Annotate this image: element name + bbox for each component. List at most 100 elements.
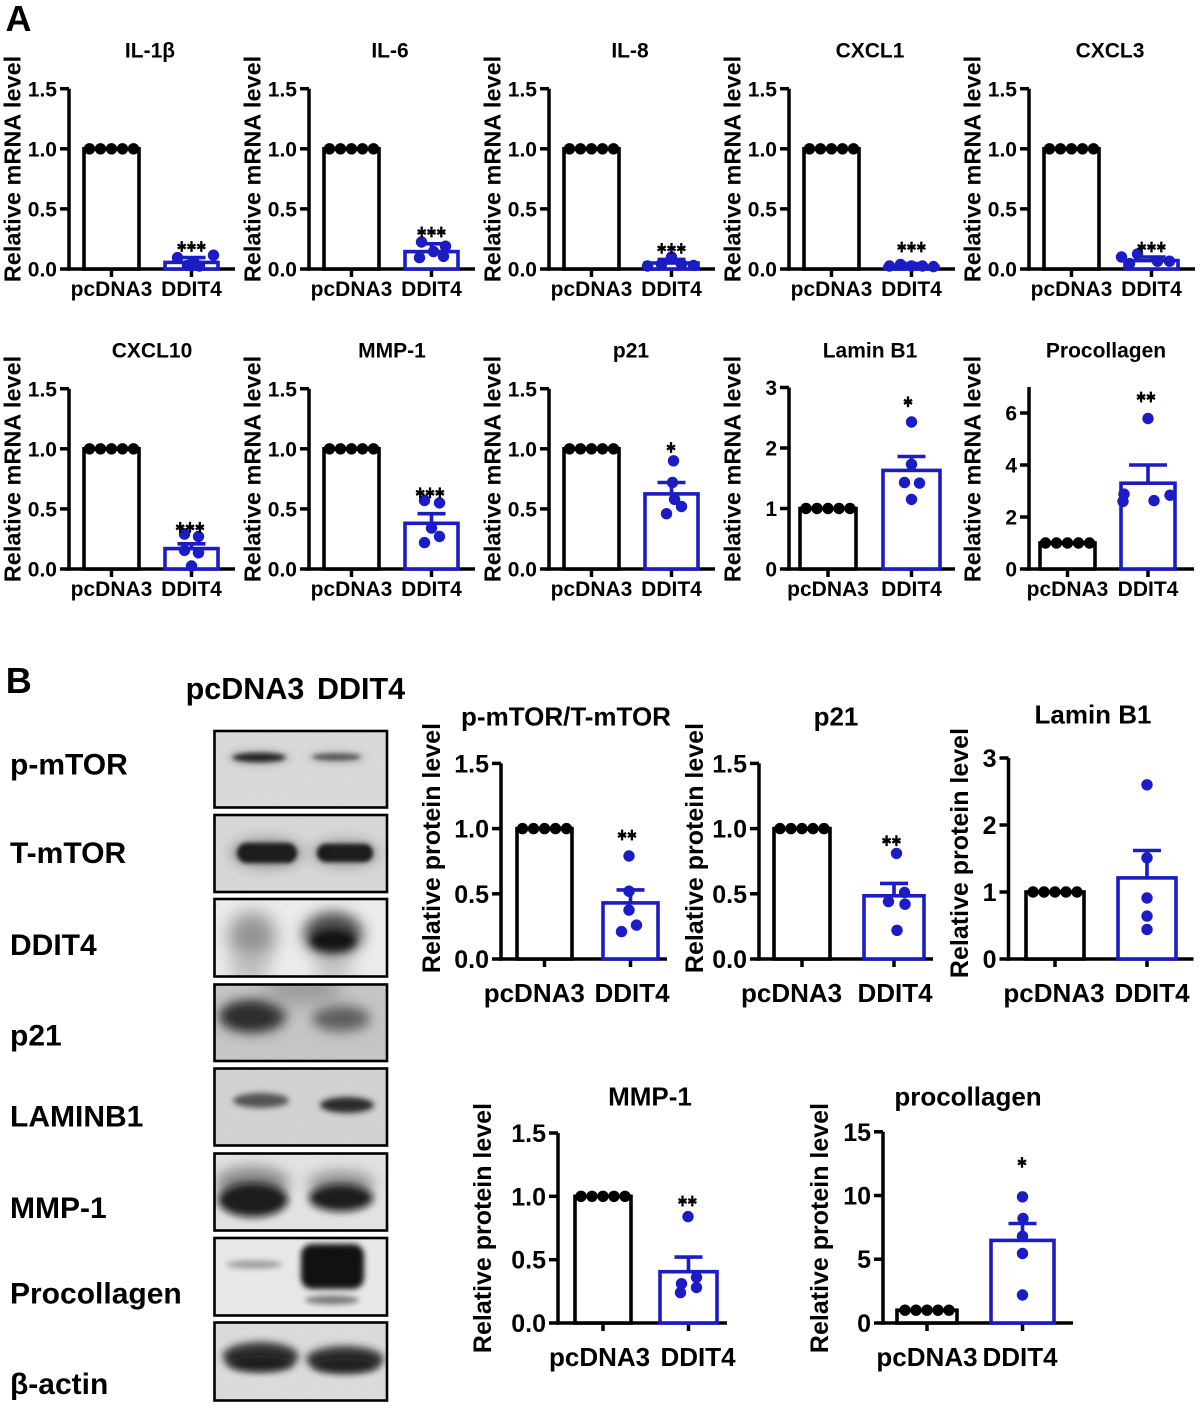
svg-text:pcDNA3: pcDNA3 [1003,978,1104,1008]
svg-text:Relative protein level: Relative protein level [418,723,446,973]
svg-text:0.0: 0.0 [28,559,57,582]
svg-text:Procollagen: Procollagen [1046,340,1166,363]
svg-text:0.0: 0.0 [712,946,747,974]
svg-text:0: 0 [983,946,997,974]
svg-text:1.5: 1.5 [454,750,489,778]
svg-text:0.0: 0.0 [454,946,489,974]
svg-text:Lamin B1: Lamin B1 [1034,699,1151,729]
svg-text:IL-1β: IL-1β [125,40,175,63]
svg-text:Relative protein level: Relative protein level [946,728,974,978]
svg-text:1.5: 1.5 [268,78,298,101]
svg-text:0.5: 0.5 [988,199,1018,222]
svg-text:pcDNA3: pcDNA3 [1031,278,1113,301]
svg-text:IL-6: IL-6 [371,40,408,63]
svg-text:1.5: 1.5 [748,78,778,101]
svg-text:A: A [6,0,32,39]
svg-text:3: 3 [765,377,777,400]
svg-text:Relative mRNA level: Relative mRNA level [480,356,506,582]
svg-text:pcDNA3: pcDNA3 [551,578,633,601]
svg-text:1.5: 1.5 [508,78,538,101]
svg-text:1.0: 1.0 [508,438,537,461]
svg-text:15: 15 [843,1119,871,1147]
svg-text:CXCL1: CXCL1 [836,40,905,63]
svg-text:procollagen: procollagen [894,1081,1041,1111]
svg-text:pcDNA3: pcDNA3 [311,578,393,601]
svg-text:0.0: 0.0 [511,1310,546,1338]
svg-text:Relative mRNA level: Relative mRNA level [0,356,26,582]
svg-text:2: 2 [983,812,997,840]
svg-text:5: 5 [857,1246,871,1274]
svg-text:pcDNA3: pcDNA3 [484,978,585,1008]
svg-text:DDIT4: DDIT4 [660,1342,736,1372]
svg-text:p21: p21 [10,1020,62,1053]
svg-text:pcDNA3: pcDNA3 [71,578,153,601]
svg-text:1: 1 [765,498,777,521]
svg-text:0.5: 0.5 [508,199,538,222]
svg-text:1.5: 1.5 [988,78,1018,101]
svg-text:0.5: 0.5 [511,1247,546,1275]
svg-text:0.0: 0.0 [508,259,537,282]
svg-text:1.0: 1.0 [508,138,537,161]
svg-text:0.0: 0.0 [28,259,57,282]
svg-text:1.0: 1.0 [28,138,57,161]
svg-text:Procollagen: Procollagen [10,1278,182,1311]
svg-text:DDIT4: DDIT4 [1114,978,1190,1008]
svg-text:0.5: 0.5 [28,199,58,222]
svg-text:2: 2 [1005,507,1017,530]
svg-text:1.0: 1.0 [988,138,1017,161]
svg-text:DDIT4: DDIT4 [641,278,702,301]
svg-text:Relative mRNA level: Relative mRNA level [960,356,986,582]
svg-text:LAMINB1: LAMINB1 [10,1101,143,1134]
svg-text:3: 3 [983,745,997,773]
svg-text:Relative mRNA level: Relative mRNA level [960,56,986,282]
svg-text:0.0: 0.0 [268,259,297,282]
svg-text:1.0: 1.0 [268,438,297,461]
svg-text:0.0: 0.0 [508,559,537,582]
svg-text:0: 0 [765,559,777,582]
svg-text:1.0: 1.0 [511,1183,546,1211]
svg-text:CXCL10: CXCL10 [112,340,193,363]
svg-text:DDIT4: DDIT4 [1118,578,1179,601]
svg-text:T-mTOR: T-mTOR [10,837,126,870]
svg-text:pcDNA3: pcDNA3 [549,1342,650,1372]
svg-text:p21: p21 [613,340,650,363]
svg-text:1.0: 1.0 [712,816,747,844]
svg-text:0.0: 0.0 [988,259,1017,282]
svg-text:0: 0 [1005,559,1017,582]
svg-text:Relative mRNA level: Relative mRNA level [720,356,746,582]
svg-text:p21: p21 [814,701,859,731]
svg-text:DDIT4: DDIT4 [1121,278,1182,301]
svg-text:DDIT4: DDIT4 [641,578,702,601]
svg-text:Relative mRNA level: Relative mRNA level [240,56,266,282]
svg-text:pcDNA3: pcDNA3 [71,278,153,301]
svg-text:DDIT4: DDIT4 [10,929,97,962]
svg-text:MMP-1: MMP-1 [608,1081,692,1111]
svg-text:0.5: 0.5 [454,881,489,909]
svg-text:pcDNA3: pcDNA3 [1027,578,1109,601]
svg-text:0.0: 0.0 [268,559,297,582]
svg-text:1.0: 1.0 [268,138,297,161]
svg-text:0.0: 0.0 [748,259,777,282]
svg-text:Relative protein level: Relative protein level [681,723,709,973]
svg-text:4: 4 [1005,455,1017,478]
svg-text:DDIT4: DDIT4 [594,978,670,1008]
svg-text:0.5: 0.5 [748,199,778,222]
svg-text:β-actin: β-actin [10,1368,108,1401]
svg-text:1.5: 1.5 [28,378,58,401]
svg-text:Relative protein level: Relative protein level [806,1103,834,1353]
svg-text:0.5: 0.5 [712,881,747,909]
svg-text:1.5: 1.5 [508,378,538,401]
svg-text:0: 0 [857,1310,871,1338]
svg-text:2: 2 [765,438,777,461]
svg-text:DDIT4: DDIT4 [881,278,942,301]
svg-text:Relative mRNA level: Relative mRNA level [240,356,266,582]
svg-text:10: 10 [843,1183,871,1211]
svg-text:6: 6 [1005,403,1017,426]
svg-text:1.0: 1.0 [28,438,57,461]
svg-text:0.5: 0.5 [268,499,298,522]
svg-text:Relative protein level: Relative protein level [469,1103,497,1353]
svg-text:pcDNA3: pcDNA3 [876,1342,977,1372]
svg-text:Relative mRNA level: Relative mRNA level [720,56,746,282]
svg-text:IL-8: IL-8 [611,40,649,63]
svg-text:Relative mRNA level: Relative mRNA level [480,56,506,282]
